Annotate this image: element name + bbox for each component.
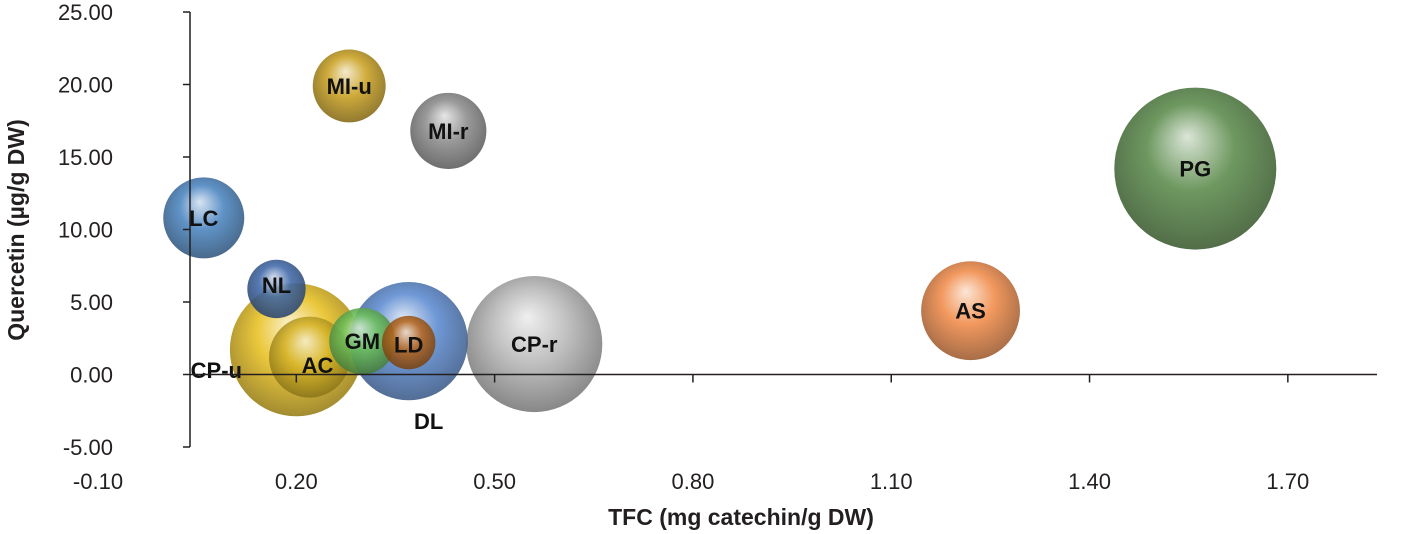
bubble-label-nl: NL [262, 273, 291, 298]
x-tick-label: 0.20 [275, 469, 318, 494]
bubble-label-cp-u: CP-u [191, 358, 242, 383]
y-tick-label: -5.00 [63, 435, 113, 460]
x-axis-title: TFC (mg catechin/g DW) [608, 504, 874, 530]
y-axis-title: Quercetin (µg/g DW) [3, 119, 29, 341]
bubble-label-lc: LC [189, 206, 218, 231]
y-tick-label: 20.00 [58, 73, 113, 98]
bubble-label-mi-u: MI-u [327, 74, 372, 99]
x-tick-label: 0.50 [473, 469, 516, 494]
axes: -5.00 0.00 5.00 10.00 15.00 20.00 25.00 -0.10 0.… [58, 0, 1377, 494]
bubble-gm [329, 307, 396, 375]
bubble-label-gm: GM [345, 329, 380, 354]
bubble-ld [381, 315, 436, 370]
bubble-label-mi-r: MI-r [428, 119, 469, 144]
bubble-layer [163, 49, 1277, 417]
x-tick-label: 1.10 [870, 469, 913, 494]
x-tick-label: -0.10 [73, 469, 123, 494]
bubble-label-ld: LD [394, 333, 423, 358]
y-tick-label: 0.00 [70, 363, 113, 388]
y-tick-label: 15.00 [58, 145, 113, 170]
bubble-pg [1114, 87, 1277, 250]
bubble-label-as: AS [955, 299, 986, 324]
bubble-label-dl: DL [414, 409, 443, 434]
x-tick-label: 1.70 [1266, 469, 1309, 494]
bubble-label-pg: PG [1179, 157, 1211, 182]
y-tick-label: 5.00 [70, 290, 113, 315]
bubble-mi-r [410, 92, 487, 169]
y-tick-label: 25.00 [58, 0, 113, 25]
bubble-cp-r [466, 276, 603, 413]
bubble-nl [247, 259, 306, 319]
bubble-lc [163, 177, 245, 259]
bubble-label-cp-r: CP-r [511, 332, 558, 357]
bubble-mi-u [312, 49, 386, 123]
x-tick-label: 1.40 [1068, 469, 1111, 494]
x-tick-label: 0.80 [672, 469, 715, 494]
y-tick-label: 10.00 [58, 218, 113, 243]
bubble-as [921, 261, 1020, 361]
